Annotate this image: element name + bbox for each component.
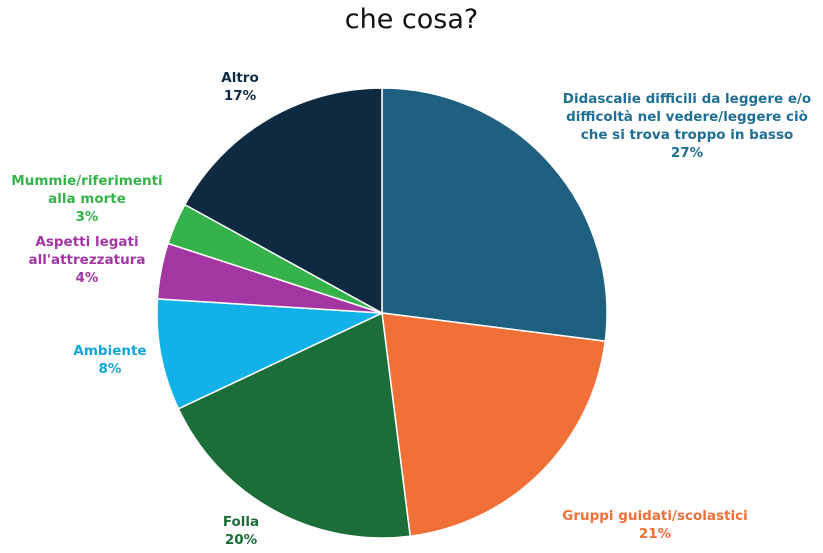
slice-label-text: alla morte	[48, 191, 126, 207]
slice-label-text: Folla	[223, 514, 259, 530]
slice-label-text: difficoltà nel vedere/leggere ciò	[566, 109, 808, 125]
chart-title: che cosa?	[344, 4, 479, 35]
slice-label-2: Gruppi guidati/scolastici 21%	[562, 508, 748, 542]
pie-slice-3	[177, 311, 412, 539]
slice-label-5: Aspetti legati all'attrezzatura 4%	[29, 234, 146, 286]
slice-label-text: Mummie/riferimenti	[11, 173, 162, 189]
pie-slice-1	[381, 87, 608, 343]
slice-label-4: Ambiente 8%	[73, 343, 146, 377]
slice-label-text: all'attrezzatura	[29, 252, 146, 268]
slice-value-label: 17%	[224, 88, 257, 104]
slice-label-6: Mummie/riferimenti alla morte 3%	[11, 173, 162, 225]
slice-value-label: 8%	[99, 361, 122, 377]
slice-label-text: che si trova troppo in basso	[581, 127, 794, 143]
slice-label-text: Aspetti legati	[35, 234, 138, 250]
slice-value-label: 20%	[225, 532, 258, 548]
pie-slice-7	[183, 87, 383, 315]
slice-value-label: 4%	[76, 270, 99, 286]
slice-label-1: Didascalie difficili da leggere e/o diffi…	[563, 91, 811, 161]
slice-label-7: Altro 17%	[221, 70, 258, 104]
slice-label-3: Folla 20%	[223, 514, 259, 548]
slice-value-label: 27%	[671, 145, 704, 161]
pie-slice-4	[156, 298, 383, 410]
slice-label-text: Didascalie difficili da leggere e/o	[563, 91, 811, 107]
slice-value-label: 3%	[76, 209, 99, 225]
slice-label-text: Altro	[221, 70, 258, 86]
pie-slice-2	[381, 312, 607, 538]
slice-label-text: Gruppi guidati/scolastici	[562, 508, 748, 524]
slice-value-label: 21%	[639, 526, 672, 542]
slice-label-text: Ambiente	[73, 343, 146, 359]
